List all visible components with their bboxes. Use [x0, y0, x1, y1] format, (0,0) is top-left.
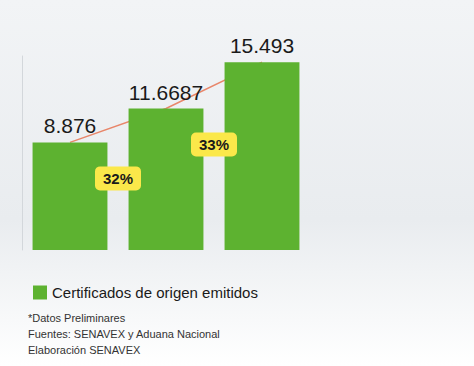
svg-text:11.6687: 11.6687 [129, 81, 203, 104]
svg-text:*Datos Preliminares: *Datos Preliminares [28, 312, 126, 324]
svg-text:15.493: 15.493 [230, 34, 294, 57]
svg-text:Elaboración SENAVEX: Elaboración SENAVEX [28, 344, 141, 356]
svg-text:Fuentes: SENAVEX y Aduana Naci: Fuentes: SENAVEX y Aduana Nacional [28, 328, 220, 340]
svg-text:8.876: 8.876 [44, 114, 97, 137]
svg-text:32%: 32% [103, 170, 133, 187]
svg-text:33%: 33% [199, 136, 229, 153]
svg-text:Certificados de origen emitido: Certificados de origen emitidos [52, 284, 258, 301]
